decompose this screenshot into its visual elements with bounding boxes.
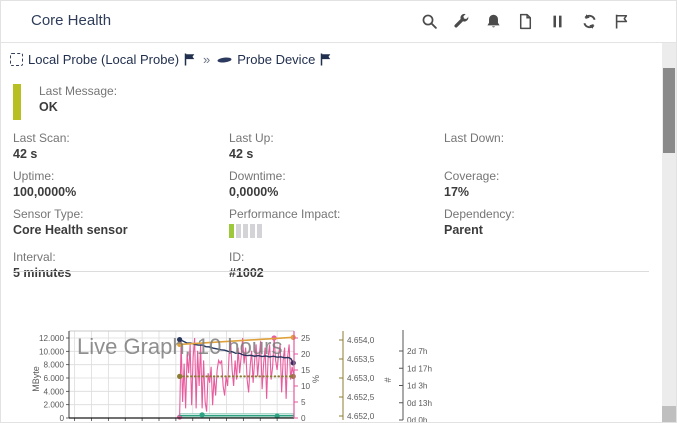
performance-impact-bar	[250, 224, 255, 238]
last-message-value: OK	[39, 100, 58, 114]
svg-text:#: #	[383, 377, 393, 382]
scrollbar[interactable]	[662, 43, 676, 422]
flag-icon[interactable]	[613, 13, 630, 30]
last-message-block: Last Message: OK	[13, 84, 117, 120]
probe-icon	[10, 53, 23, 66]
info-performance-impact: Performance Impact:	[229, 207, 444, 243]
last-message-label: Last Message:	[39, 84, 118, 98]
bell-notifications-icon[interactable]	[485, 13, 502, 30]
svg-text:0d 13h: 0d 13h	[407, 399, 432, 408]
info-interval: Interval: 5 minutes	[13, 250, 72, 280]
scrollbar-bottom-button[interactable]	[662, 406, 676, 422]
performance-impact-bar	[243, 224, 248, 238]
svg-text:0: 0	[59, 414, 64, 423]
info-id: ID: #1002	[229, 250, 264, 280]
live-graph-svg: 09:1510:0010:4511:3012:1513:0013:4514:30…	[31, 330, 432, 423]
svg-text:4.654,0: 4.654,0	[347, 336, 375, 345]
svg-text:4.653,0: 4.653,0	[347, 374, 375, 383]
info-last-scan: Last Scan: 42 s	[13, 131, 70, 161]
svg-text:10.000: 10.000	[39, 347, 64, 356]
scrollbar-thumb[interactable]	[663, 68, 675, 153]
breadcrumb-device-link[interactable]: Probe Device	[237, 52, 316, 67]
breadcrumb-separator: »	[203, 52, 211, 67]
window-header: Core Health	[1, 1, 676, 43]
report-document-icon[interactable]	[517, 13, 534, 30]
sensor-info-grid: Last Scan: 42 s Last Up: 42 s Last Down:…	[13, 131, 643, 281]
svg-text:10: 10	[301, 382, 311, 391]
section-divider	[13, 271, 649, 272]
svg-text:4.000: 4.000	[44, 387, 65, 396]
performance-impact-bar	[257, 224, 262, 238]
wrench-settings-icon[interactable]	[453, 13, 470, 30]
svg-text:%: %	[311, 375, 321, 383]
svg-text:1d 3h: 1d 3h	[407, 382, 428, 391]
svg-text:Live Graph, 10 hours: Live Graph, 10 hours	[77, 334, 282, 359]
svg-text:MByte: MByte	[31, 366, 41, 392]
svg-text:4.652,5: 4.652,5	[347, 393, 375, 402]
device-flag-icon	[321, 53, 331, 66]
breadcrumb: Local Probe (Local Probe) » Probe Device	[10, 52, 332, 67]
info-uptime: Uptime: 100,0000%	[13, 169, 77, 199]
search-icon[interactable]	[421, 13, 438, 30]
svg-text:2.000: 2.000	[44, 401, 65, 410]
info-downtime: Downtime: 0,0000%	[229, 169, 286, 199]
svg-text:12.000: 12.000	[39, 334, 64, 343]
svg-text:1d 17h: 1d 17h	[407, 364, 432, 373]
svg-text:6.000: 6.000	[44, 374, 65, 383]
info-last-up: Last Up: 42 s	[229, 131, 274, 161]
info-empty	[444, 250, 643, 281]
svg-text:4.652,0: 4.652,0	[347, 412, 375, 421]
svg-text:0d 0h: 0d 0h	[407, 416, 428, 423]
page-title: Core Health	[31, 12, 112, 29]
breadcrumb-probe-link[interactable]: Local Probe (Local Probe)	[28, 52, 180, 67]
status-ok-bar	[13, 84, 21, 120]
header-toolbar	[421, 13, 630, 30]
device-icon	[217, 57, 232, 62]
svg-text:20: 20	[301, 350, 311, 359]
performance-impact-bar	[229, 224, 234, 238]
svg-text:25: 25	[301, 334, 311, 343]
info-sensor-type: Sensor Type: Core Health sensor	[13, 207, 128, 237]
performance-impact-bars	[229, 224, 262, 238]
info-coverage: Coverage: 17%	[444, 169, 500, 199]
svg-text:4.653,5: 4.653,5	[347, 355, 375, 364]
info-dependency: Dependency: Parent	[444, 207, 515, 237]
probe-flag-icon	[184, 53, 195, 66]
info-last-down: Last Down:	[444, 131, 505, 145]
refresh-icon[interactable]	[581, 13, 598, 30]
performance-impact-bar	[236, 224, 241, 238]
svg-text:2d 7h: 2d 7h	[407, 347, 428, 356]
svg-text:8.000: 8.000	[44, 361, 65, 370]
svg-text:0: 0	[301, 414, 306, 423]
pause-icon[interactable]	[549, 13, 566, 30]
svg-text:5: 5	[301, 398, 306, 407]
svg-text:15: 15	[301, 366, 311, 375]
live-graph[interactable]: 09:1510:0010:4511:3012:1513:0013:4514:30…	[13, 323, 661, 423]
